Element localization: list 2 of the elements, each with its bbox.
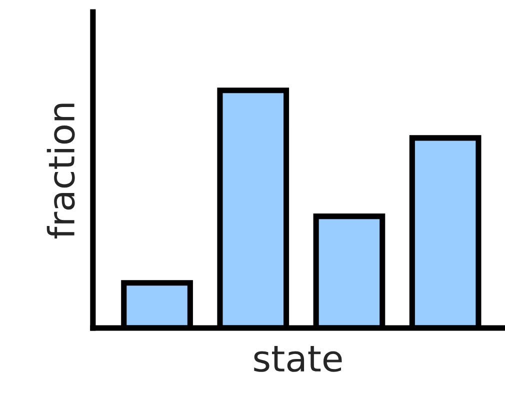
x-axis-title: state [254, 346, 342, 372]
y-axis-title: fraction [46, 104, 75, 239]
